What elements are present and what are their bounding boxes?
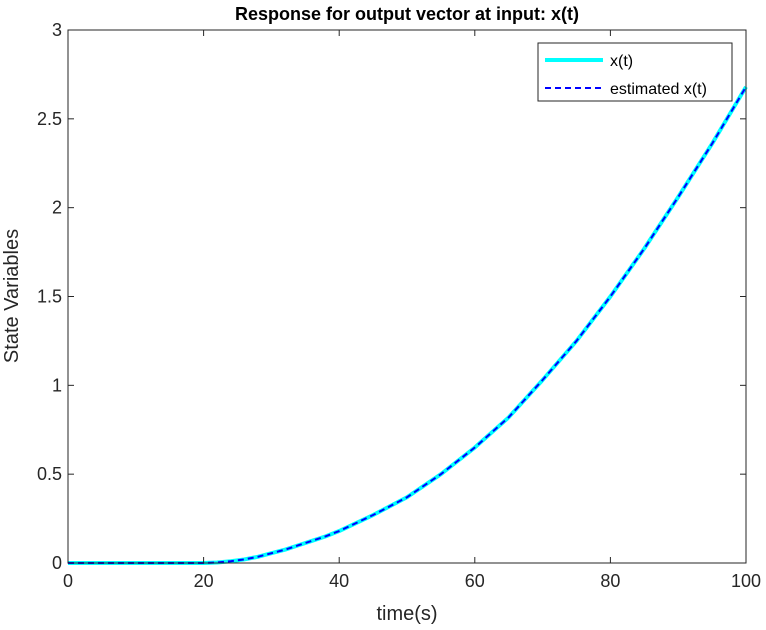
y-axis-label: State Variables <box>1 229 23 363</box>
chart-title: Response for output vector at input: x(t… <box>235 4 579 24</box>
legend-box <box>537 42 733 102</box>
x-tick-label: 80 <box>600 571 620 591</box>
x-tick-label: 60 <box>465 571 485 591</box>
x-tick-label: 0 <box>63 571 73 591</box>
y-tick-label: 3 <box>52 20 62 40</box>
ticks-layer: 0 20 40 60 80 100 0 0.5 1 1.5 2 2.5 3 <box>37 20 761 591</box>
y-tick-label: 0.5 <box>37 464 62 484</box>
series-layer <box>68 85 748 565</box>
x-tick-label: 20 <box>194 571 214 591</box>
y-tick-label: 0 <box>52 553 62 573</box>
legend: x(t) estimated x(t) <box>537 42 733 102</box>
legend-label-x: x(t) <box>610 53 633 70</box>
y-tick-label: 2 <box>52 198 62 218</box>
series-line-estimated-x <box>68 86 747 564</box>
y-tick-label: 1.5 <box>37 287 62 307</box>
y-tick-label: 2.5 <box>37 109 62 129</box>
x-tick-label: 40 <box>329 571 349 591</box>
x-axis-label: time(s) <box>376 603 437 625</box>
legend-label-estimated: estimated x(t) <box>610 81 707 98</box>
x-tick-label: 100 <box>731 571 761 591</box>
y-tick-label: 1 <box>52 375 62 395</box>
